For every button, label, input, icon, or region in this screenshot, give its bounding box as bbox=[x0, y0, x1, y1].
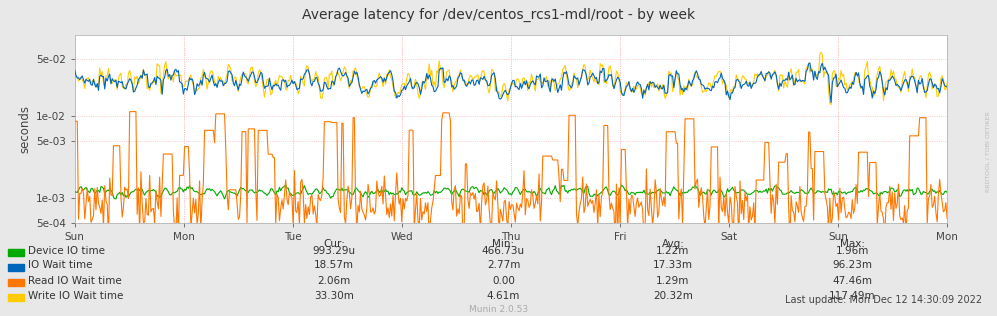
Text: 466.73u: 466.73u bbox=[482, 246, 525, 256]
Text: 33.30m: 33.30m bbox=[314, 291, 354, 301]
Text: Average latency for /dev/centos_rcs1-mdl/root - by week: Average latency for /dev/centos_rcs1-mdl… bbox=[302, 8, 695, 22]
Text: Device IO time: Device IO time bbox=[28, 246, 105, 256]
Text: Min:: Min: bbox=[493, 239, 514, 249]
Text: 96.23m: 96.23m bbox=[832, 260, 872, 270]
Text: Max:: Max: bbox=[839, 239, 865, 249]
Text: Write IO Wait time: Write IO Wait time bbox=[28, 291, 124, 301]
Text: IO Wait time: IO Wait time bbox=[28, 260, 93, 270]
Text: 1.29m: 1.29m bbox=[656, 276, 690, 286]
Text: 2.77m: 2.77m bbox=[487, 260, 520, 270]
Text: 117.49m: 117.49m bbox=[830, 291, 875, 301]
Text: 4.61m: 4.61m bbox=[487, 291, 520, 301]
Text: Read IO Wait time: Read IO Wait time bbox=[28, 276, 122, 286]
Y-axis label: seconds: seconds bbox=[19, 105, 32, 153]
Text: Munin 2.0.53: Munin 2.0.53 bbox=[469, 306, 528, 314]
Text: 2.06m: 2.06m bbox=[317, 276, 351, 286]
Text: 0.00: 0.00 bbox=[493, 276, 514, 286]
Text: Last update: Mon Dec 12 14:30:09 2022: Last update: Mon Dec 12 14:30:09 2022 bbox=[785, 295, 982, 305]
Text: RRDTOOL / TOBI OETIKER: RRDTOOL / TOBI OETIKER bbox=[985, 111, 990, 192]
Text: 18.57m: 18.57m bbox=[314, 260, 354, 270]
Text: 47.46m: 47.46m bbox=[832, 276, 872, 286]
Text: 17.33m: 17.33m bbox=[653, 260, 693, 270]
Text: 1.22m: 1.22m bbox=[656, 246, 690, 256]
Text: Avg:: Avg: bbox=[662, 239, 684, 249]
Text: 993.29u: 993.29u bbox=[312, 246, 356, 256]
Text: 1.96m: 1.96m bbox=[835, 246, 869, 256]
Text: Cur:: Cur: bbox=[323, 239, 345, 249]
Text: 20.32m: 20.32m bbox=[653, 291, 693, 301]
